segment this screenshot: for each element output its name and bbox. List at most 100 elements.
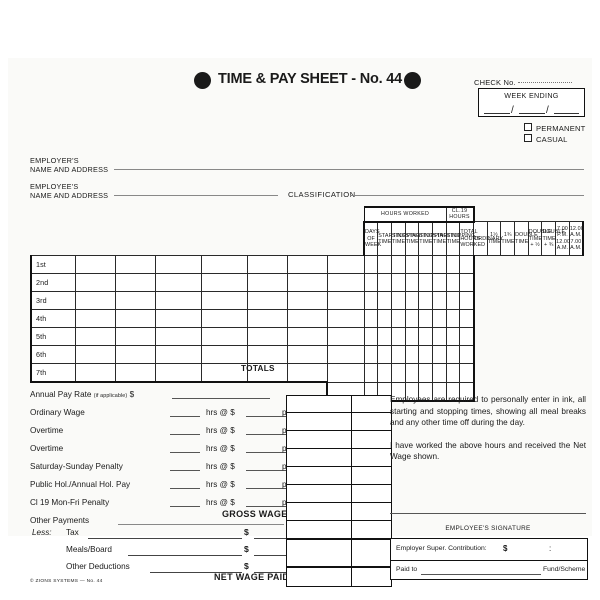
week-ending-box[interactable]: WEEK ENDING / /	[478, 88, 585, 117]
cell-ordinary[interactable]	[363, 291, 379, 311]
cell-stop-1[interactable]	[114, 255, 156, 275]
cell-double-half[interactable]	[418, 363, 433, 383]
cell-start-3[interactable]	[246, 291, 288, 311]
super-contribution-box[interactable]: Employer Super. Contribution: $ : Paid t…	[390, 538, 588, 580]
cell-ordinary[interactable]	[363, 363, 379, 383]
cell-stop-2[interactable]	[200, 255, 248, 275]
cell-double-half[interactable]	[418, 309, 433, 329]
cell-stop-1[interactable]	[114, 363, 156, 384]
dollar-amount-writeline[interactable]	[254, 538, 290, 539]
cell-double[interactable]	[404, 363, 420, 383]
cell-start-2[interactable]	[154, 291, 202, 311]
cell-start-1[interactable]	[74, 291, 116, 311]
rate-writeline[interactable]	[246, 488, 292, 489]
cell-total-hours[interactable]	[326, 309, 365, 329]
cell-ordinary[interactable]	[363, 327, 379, 347]
deduction-writeline[interactable]	[128, 555, 242, 556]
cell-double[interactable]	[404, 327, 420, 347]
deduction-row-meals-board[interactable]: Meals/Board $ :	[66, 544, 334, 556]
cell-stop-3[interactable]	[286, 291, 328, 311]
cell-1.75[interactable]	[390, 363, 406, 383]
cell-cl19-evening[interactable]	[445, 273, 461, 293]
cell-1.5[interactable]	[377, 291, 392, 311]
cell-1.75[interactable]	[390, 309, 406, 329]
check-no-writeline[interactable]	[517, 82, 572, 83]
cell-start-3[interactable]	[246, 345, 288, 365]
cell-cl19-evening[interactable]	[445, 327, 461, 347]
cell-double-half[interactable]	[418, 291, 433, 311]
cell-start-3[interactable]	[246, 363, 288, 384]
cell-cl19-evening[interactable]	[445, 363, 461, 383]
cell-double-half[interactable]	[418, 327, 433, 347]
cell-total-hours[interactable]	[326, 345, 365, 365]
cell-start-1[interactable]	[74, 273, 116, 293]
hours-writeline[interactable]	[170, 506, 200, 507]
cell-start-1[interactable]	[74, 345, 116, 365]
cell-double-3q[interactable]	[431, 345, 447, 365]
cell-double-3q[interactable]	[431, 255, 447, 275]
cell-start-2[interactable]	[154, 345, 202, 365]
permanent-checkbox-row[interactable]: PERMANENT	[524, 123, 585, 133]
cell-start-1[interactable]	[74, 363, 116, 384]
dollar-amount-writeline[interactable]	[254, 572, 290, 573]
cell-double[interactable]	[404, 255, 420, 275]
cell-double[interactable]	[404, 309, 420, 329]
cell-1.75[interactable]	[390, 327, 406, 347]
cell-start-2[interactable]	[154, 255, 202, 275]
week-year-writeline[interactable]	[554, 113, 579, 114]
cell-total-hours[interactable]	[326, 363, 365, 383]
week-ending-date-field[interactable]: / /	[479, 104, 584, 116]
hours-writeline[interactable]	[170, 488, 200, 489]
cell-total-hours[interactable]	[326, 273, 365, 293]
cell-1.5[interactable]	[377, 273, 392, 293]
cell-double-half[interactable]	[418, 273, 433, 293]
cell-start-2[interactable]	[154, 363, 202, 384]
cell-stop-1[interactable]	[114, 327, 156, 347]
cell-cl19-evening[interactable]	[445, 255, 461, 275]
signature-writeline[interactable]	[390, 513, 586, 514]
cell-double-3q[interactable]	[431, 309, 447, 329]
cell-cl19-night[interactable]	[459, 273, 475, 293]
hours-writeline[interactable]	[170, 434, 200, 435]
cell-ordinary[interactable]	[363, 309, 379, 329]
cell-start-1[interactable]	[74, 255, 116, 275]
hours-writeline[interactable]	[170, 470, 200, 471]
paid-to-writeline[interactable]	[421, 574, 541, 575]
cell-stop-1[interactable]	[114, 309, 156, 329]
cell-total-hours[interactable]	[326, 327, 365, 347]
cell-total-hours[interactable]	[326, 291, 365, 311]
cell-1.75[interactable]	[390, 345, 406, 365]
cell-stop-3[interactable]	[286, 363, 328, 384]
cell-cl19-evening[interactable]	[445, 291, 461, 311]
cell-double-3q[interactable]	[431, 363, 447, 383]
cell-stop-2[interactable]	[200, 273, 248, 293]
cell-double-3q[interactable]	[431, 327, 447, 347]
total-cell-1.75[interactable]	[390, 381, 406, 402]
rate-writeline[interactable]	[246, 416, 292, 417]
cell-1.5[interactable]	[377, 309, 392, 329]
rate-writeline[interactable]	[246, 452, 292, 453]
cell-start-1[interactable]	[74, 309, 116, 329]
cell-stop-2[interactable]	[200, 309, 248, 329]
cell-1.75[interactable]	[390, 291, 406, 311]
total-cell-cl19-night[interactable]	[459, 381, 475, 402]
cell-1.5[interactable]	[377, 327, 392, 347]
cell-1.5[interactable]	[377, 255, 392, 275]
cell-stop-3[interactable]	[286, 255, 328, 275]
cell-start-3[interactable]	[246, 255, 288, 275]
deduction-writeline[interactable]	[88, 538, 242, 539]
cell-stop-3[interactable]	[286, 309, 328, 329]
casual-checkbox-row[interactable]: CASUAL	[524, 134, 568, 144]
rate-writeline[interactable]	[246, 434, 292, 435]
cell-stop-3[interactable]	[286, 327, 328, 347]
cell-double-half[interactable]	[418, 345, 433, 365]
cell-start-1[interactable]	[74, 327, 116, 347]
cell-double[interactable]	[404, 291, 420, 311]
annual-pay-rate-row[interactable]: Annual Pay Rate (if applicable) $	[30, 388, 390, 406]
cell-stop-1[interactable]	[114, 345, 156, 365]
other-payments-writeline[interactable]	[118, 524, 284, 525]
cell-1.75[interactable]	[390, 273, 406, 293]
employee-writeline[interactable]	[114, 195, 278, 196]
cell-ordinary[interactable]	[363, 273, 379, 293]
cell-cl19-evening[interactable]	[445, 345, 461, 365]
